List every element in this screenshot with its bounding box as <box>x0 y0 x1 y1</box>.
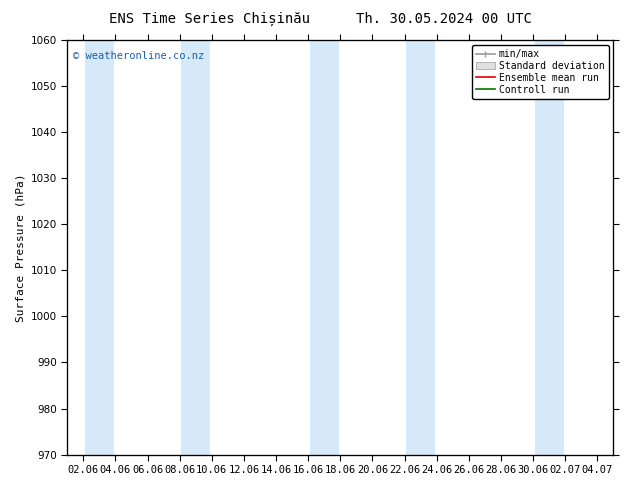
Text: Th. 30.05.2024 00 UTC: Th. 30.05.2024 00 UTC <box>356 12 532 26</box>
Bar <box>181 40 210 455</box>
Y-axis label: Surface Pressure (hPa): Surface Pressure (hPa) <box>15 173 25 321</box>
Bar <box>534 40 564 455</box>
Bar <box>406 40 435 455</box>
Text: © weatheronline.co.nz: © weatheronline.co.nz <box>73 50 204 61</box>
Bar <box>85 40 114 455</box>
Legend: min/max, Standard deviation, Ensemble mean run, Controll run: min/max, Standard deviation, Ensemble me… <box>472 45 609 98</box>
Bar <box>310 40 339 455</box>
Text: ENS Time Series Chișinău: ENS Time Series Chișinău <box>108 12 310 26</box>
